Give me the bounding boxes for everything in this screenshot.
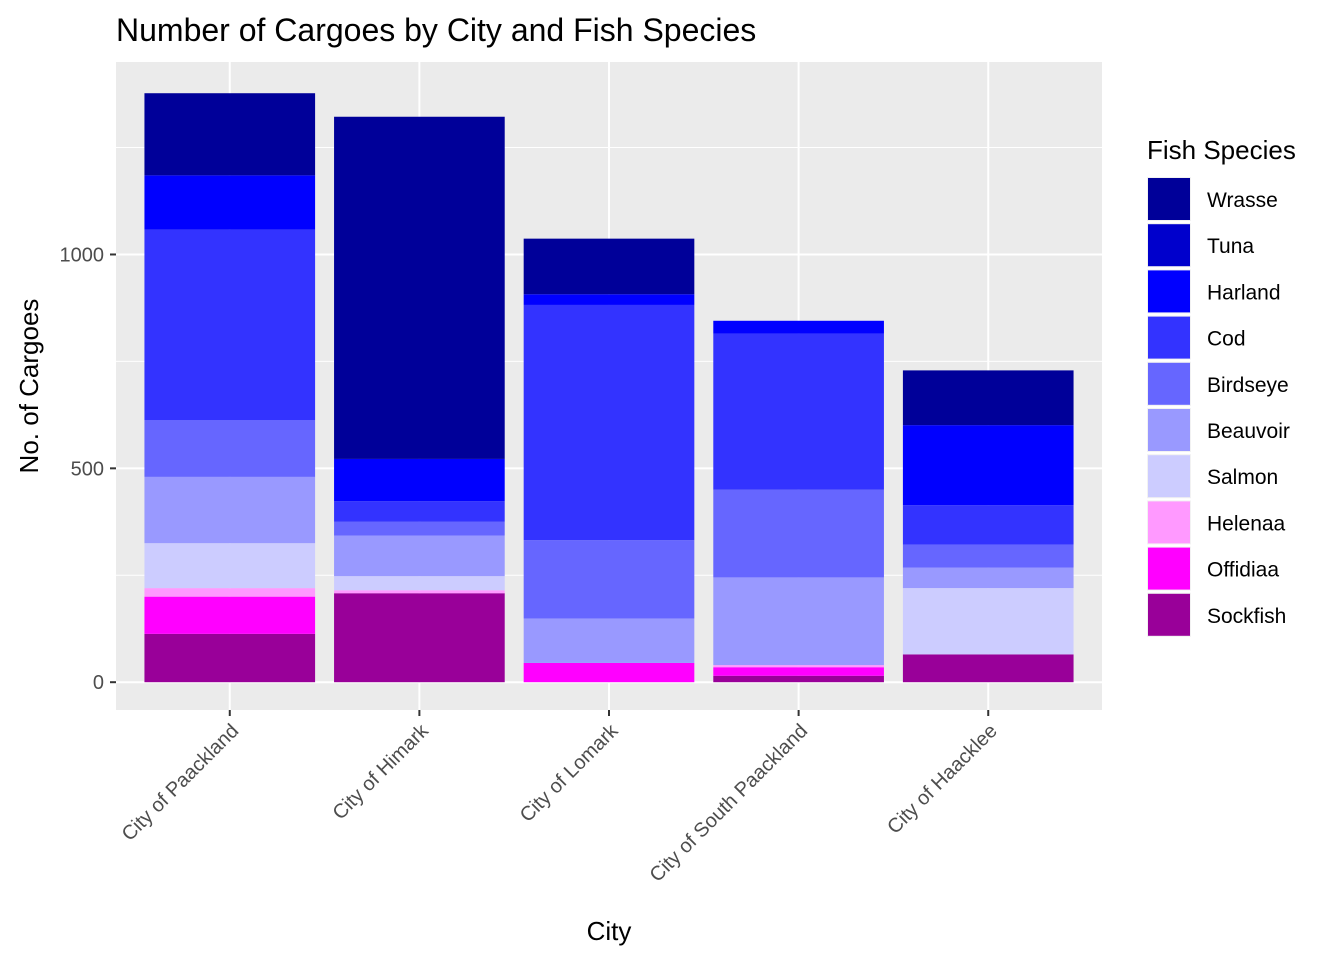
bar-segment [144, 229, 316, 421]
legend-label: Helenaa [1207, 512, 1286, 535]
legend-swatch [1148, 178, 1190, 220]
legend-swatch [1148, 547, 1190, 590]
legend-label: Beauvoir [1207, 420, 1290, 443]
legend-swatch [1148, 362, 1190, 405]
bar-segment [713, 667, 884, 676]
bar-segment [713, 489, 884, 578]
bar-segment [523, 304, 695, 541]
bars [144, 93, 1074, 683]
x-tick-label: City of Paackland [118, 720, 244, 846]
legend-swatch [1148, 270, 1190, 313]
legend-label: Harland [1207, 281, 1281, 304]
bar-segment [713, 665, 884, 668]
legend: Fish Species Wrasse Tuna Harland Cod Birdsey… [1147, 135, 1296, 637]
legend-swatch [1148, 224, 1190, 267]
y-axis-title: No. of Cargoes [14, 299, 44, 474]
legend-swatch [1148, 316, 1190, 359]
bar-segment [523, 294, 695, 305]
bar-segment [144, 420, 316, 477]
legend-label: Sockfish [1207, 605, 1286, 628]
y-tick-label: 1000 [60, 244, 105, 266]
bar-segment [144, 633, 316, 683]
y-axis: 0 500 1000 [60, 244, 116, 694]
x-tick-label: City of Haacklee [883, 720, 1002, 839]
x-tick-label: City of South Paackland [646, 720, 813, 887]
bar-segment [144, 543, 316, 589]
bar-segment [334, 521, 505, 536]
x-axis-title: City [587, 916, 632, 946]
legend-label: Wrasse [1207, 189, 1278, 212]
bar-segment [144, 476, 316, 544]
bar-segment [144, 596, 316, 634]
legend-swatch [1148, 593, 1190, 636]
bar-segment [144, 175, 316, 230]
bar-segment [902, 544, 1074, 568]
bar-segment [902, 588, 1074, 655]
legend-label: Salmon [1207, 466, 1278, 489]
bar-segment [713, 333, 884, 490]
bar-segment [902, 505, 1074, 545]
bar-segment [144, 93, 316, 176]
x-tick-label: City of Lomark [516, 719, 623, 826]
x-axis: City of Paackland City of Himark City of L… [118, 710, 1002, 886]
bar-segment [334, 501, 505, 522]
bar-segment [523, 238, 695, 295]
legend-label: Birdseye [1207, 374, 1289, 397]
chart-title: Number of Cargoes by City and Fish Speci… [116, 12, 756, 48]
legend-swatch [1148, 501, 1190, 544]
bar-segment [713, 577, 884, 666]
legend-label: Offidiaa [1207, 559, 1279, 582]
bar-segment [334, 535, 505, 577]
bar-segment [902, 567, 1074, 589]
legend-label: Cod [1207, 328, 1246, 351]
y-tick-label: 0 [93, 672, 104, 694]
bar-segment [902, 370, 1074, 426]
bar-segment [523, 618, 695, 663]
bar-segment [713, 675, 884, 683]
bar-segment [902, 654, 1074, 683]
legend-title: Fish Species [1147, 135, 1296, 165]
bar-segment [334, 116, 505, 459]
bar-segment [713, 320, 884, 334]
legend-label: Tuna [1207, 235, 1254, 258]
bar-segment [334, 458, 505, 502]
x-tick-label: City of Himark [329, 719, 434, 824]
bar-segment [144, 588, 316, 597]
bar-segment [334, 576, 505, 591]
bar-segment [902, 425, 1074, 506]
bar-segment [334, 590, 505, 594]
legend-swatch [1148, 455, 1190, 498]
bar-segment [523, 540, 695, 619]
legend-swatch [1148, 409, 1190, 451]
y-tick-label: 500 [71, 458, 104, 480]
bar-segment [523, 662, 695, 683]
bar-segment [334, 593, 505, 683]
